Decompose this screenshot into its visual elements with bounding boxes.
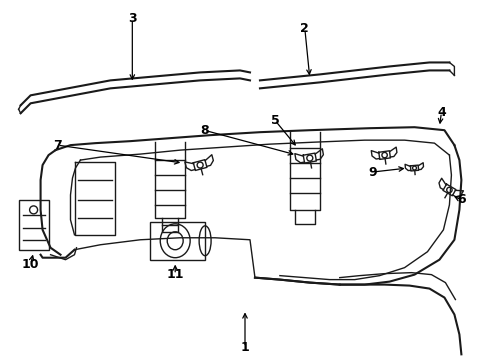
Text: 8: 8 [200, 124, 208, 137]
Text: 1: 1 [241, 341, 249, 354]
Bar [19, 200, 49, 250]
Text: 11: 11 [167, 268, 184, 281]
Text: 3: 3 [128, 12, 137, 25]
Text: 10: 10 [22, 258, 39, 271]
Bar [150, 222, 205, 260]
Text: 9: 9 [368, 166, 377, 179]
Text: 4: 4 [437, 106, 446, 119]
Text: 7: 7 [53, 139, 62, 152]
Text: 6: 6 [457, 193, 465, 206]
Text: 2: 2 [300, 22, 309, 35]
Text: 5: 5 [270, 114, 279, 127]
